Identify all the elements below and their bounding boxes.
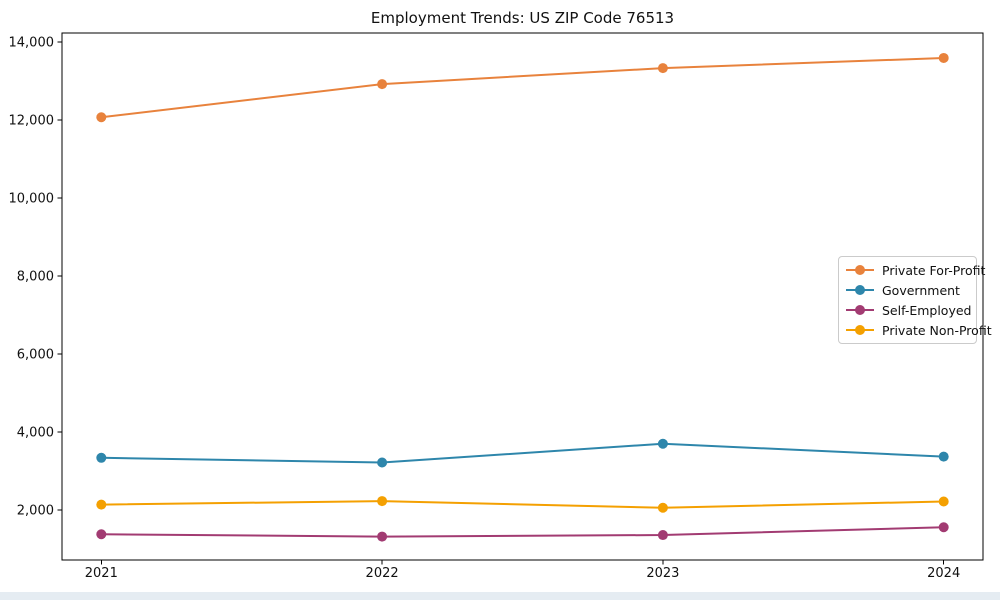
- legend-marker-dot: [855, 265, 865, 275]
- legend-label: Government: [882, 282, 960, 298]
- legend-label: Private For-Profit: [882, 262, 986, 278]
- data-point-private-non-profit-2023: [657, 502, 668, 513]
- data-point-government-2021: [96, 452, 107, 463]
- data-point-private-non-profit-2022: [377, 496, 388, 507]
- data-point-private-for-profit-2024: [938, 52, 949, 63]
- chart-title: Employment Trends: US ZIP Code 76513: [370, 9, 675, 27]
- data-point-private-non-profit-2024: [938, 496, 949, 507]
- data-point-self-employed-2023: [657, 530, 668, 541]
- y-axis-tick-label: 8,000: [17, 269, 54, 284]
- legend-marker-dot: [855, 325, 865, 335]
- y-axis-tick-label: 12,000: [9, 113, 55, 128]
- data-point-private-for-profit-2021: [96, 112, 107, 123]
- bottom-strip: [0, 592, 1000, 600]
- series-line-private-for-profit: [100, 56, 945, 119]
- legend-item-self-employed: Self-Employed: [846, 300, 972, 320]
- legend-line-marker-icon: [846, 285, 874, 295]
- data-point-self-employed-2022: [377, 531, 388, 542]
- legend-label: Private Non-Profit: [882, 322, 992, 338]
- data-point-self-employed-2024: [938, 522, 949, 533]
- legend-item-private-for-profit: Private For-Profit: [846, 260, 985, 280]
- data-point-private-non-profit-2021: [96, 499, 107, 510]
- series-line-self-employed: [100, 526, 945, 538]
- y-axis-tick-label: 6,000: [17, 347, 54, 362]
- legend-line-marker-icon: [846, 305, 874, 315]
- data-point-private-for-profit-2022: [377, 79, 388, 90]
- data-point-government-2023: [657, 438, 668, 449]
- y-axis-tick-label: 10,000: [9, 191, 55, 206]
- data-point-private-for-profit-2023: [657, 63, 668, 74]
- legend-marker-dot: [855, 285, 865, 295]
- legend-item-private-non-profit: Private Non-Profit: [846, 320, 992, 340]
- data-point-self-employed-2021: [96, 529, 107, 540]
- x-axis-tick-label: 2024: [927, 566, 960, 581]
- legend-line-marker-icon: [846, 265, 874, 275]
- x-axis-tick-label: 2023: [646, 566, 679, 581]
- legend: Private For-Profit Government Self-Employe…: [838, 256, 992, 344]
- y-axis-tick-label: 14,000: [9, 35, 55, 50]
- series-line-government: [100, 442, 945, 464]
- axes-frame: [61, 32, 984, 561]
- legend-label: Self-Employed: [882, 302, 972, 318]
- x-axis-tick-label: 2021: [85, 566, 118, 581]
- y-axis-tick-label: 2,000: [17, 503, 54, 518]
- series-line-private-non-profit: [100, 500, 945, 509]
- legend-line-marker-icon: [846, 325, 874, 335]
- data-point-government-2022: [377, 457, 388, 468]
- legend-marker-dot: [855, 305, 865, 315]
- x-axis-tick-label: 2022: [366, 566, 399, 581]
- y-axis-tick-label: 4,000: [17, 425, 54, 440]
- data-point-government-2024: [938, 451, 949, 462]
- legend-item-government: Government: [846, 280, 969, 300]
